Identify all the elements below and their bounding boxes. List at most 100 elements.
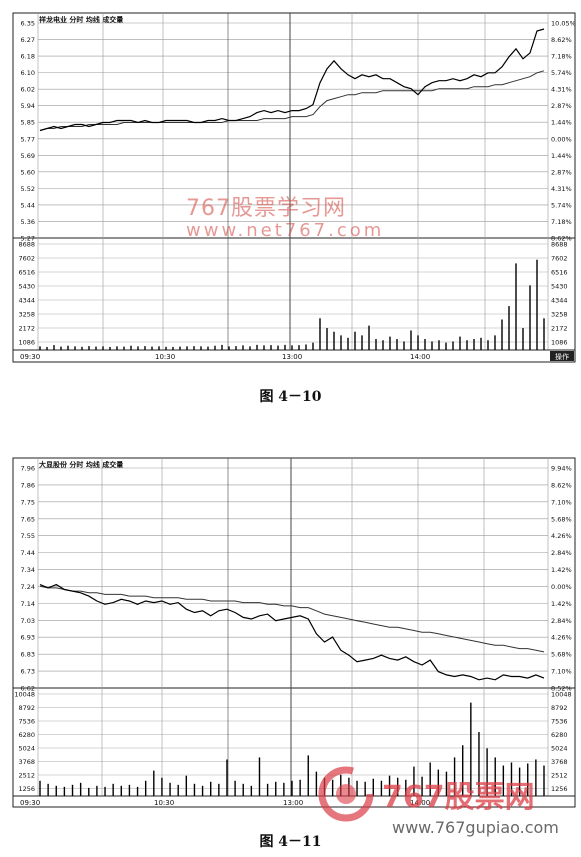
time-tick-label: 13:00 [283, 799, 303, 807]
volume-tick-label-right: 3768 [551, 758, 568, 766]
time-tick-label: 10:30 [154, 799, 174, 807]
volume-tick-label-right: 5430 [551, 283, 568, 291]
pct-tick-label: 0.00% [551, 135, 572, 143]
pct-tick-label: 5.68% [551, 515, 572, 523]
time-tick-label: 09:30 [20, 353, 40, 361]
volume-tick-label-right: 8688 [551, 241, 568, 249]
pct-tick-label: 4.26% [551, 634, 572, 642]
watermark-logo-icon [318, 766, 374, 822]
price-tick-label: 7.75 [21, 498, 35, 506]
volume-tick-label-right: 7602 [551, 255, 568, 263]
volume-tick-label: 8688 [18, 241, 35, 249]
volume-tick-label-right: 1086 [551, 339, 568, 347]
time-tick-label: 10:30 [155, 353, 175, 361]
volume-tick-label-right: 3258 [551, 311, 568, 319]
volume-tick-label-right: 5024 [551, 745, 568, 753]
volume-tick-label-right: 6516 [551, 269, 568, 277]
chart-2: 大显股份 分时 均线 成交量 7.96 9.94% 7.86 8.62% 7.75 7.10… [12, 457, 576, 808]
pct-tick-label: 7.10% [551, 498, 572, 506]
chart-header-label: 大显股份 分时 均线 成交量 [39, 460, 123, 469]
corner-button-label: 操作 [555, 352, 569, 361]
watermark-site-url: www.767gupiao.com [392, 818, 559, 837]
pct-tick-label: 5.74% [551, 69, 572, 77]
pct-tick-label: 2.87% [551, 102, 572, 110]
volume-tick-label: 8792 [18, 704, 35, 712]
pct-tick-label: 8.62% [551, 36, 572, 44]
volume-tick-label: 10048 [14, 691, 35, 699]
average-price-line [39, 70, 545, 131]
pct-tick-label: 1.42% [551, 600, 572, 608]
watermark-text: 767股票学习网 [186, 196, 346, 221]
price-tick-label: 5.44 [21, 201, 35, 209]
price-tick-label: 7.03 [21, 617, 35, 625]
volume-tick-label: 3258 [18, 311, 35, 319]
price-tick-label: 7.86 [21, 481, 35, 489]
price-tick-label: 6.27 [21, 36, 35, 44]
price-tick-label: 7.24 [21, 583, 35, 591]
volume-tick-label-right: 4344 [551, 297, 568, 305]
chart-frame [12, 12, 576, 363]
price-tick-label: 5.94 [21, 102, 35, 110]
price-tick-label: 5.36 [21, 218, 35, 226]
volume-tick-label-right: 6280 [551, 731, 568, 739]
pct-tick-label: 5.68% [551, 651, 572, 659]
pct-tick-label: 7.18% [551, 218, 572, 226]
pct-tick-label: 2.84% [551, 617, 572, 625]
price-tick-label: 6.18 [21, 53, 35, 61]
price-line [39, 583, 545, 681]
pct-tick-label: 10.05% [551, 20, 576, 28]
price-tick-label: 5.69 [21, 152, 35, 160]
price-tick-label: 6.93 [21, 634, 35, 642]
volume-tick-label-right: 10048 [551, 691, 572, 699]
price-tick-label: 7.34 [21, 566, 35, 574]
price-tick-label: 6.02 [21, 86, 35, 94]
price-tick-label: 7.55 [21, 532, 35, 540]
price-tick-label: 5.85 [21, 119, 35, 127]
chart-header-label: 祥龙电业 分时 均线 成交量 [39, 15, 123, 24]
volume-tick-label: 1256 [18, 785, 35, 793]
volume-tick-label-right: 2512 [551, 772, 568, 780]
time-tick-label: 14:00 [410, 799, 430, 807]
pct-tick-label: 0.00% [551, 583, 572, 591]
pct-tick-label: 7.18% [551, 53, 572, 61]
volume-tick-label: 2512 [18, 772, 35, 780]
pct-tick-label: 1.42% [551, 566, 572, 574]
price-tick-label: 7.96 [21, 465, 35, 473]
average-price-line [39, 585, 545, 653]
pct-tick-label: 4.26% [551, 532, 572, 540]
pct-tick-label: 1.44% [551, 119, 572, 127]
pct-tick-label: 8.62% [551, 481, 572, 489]
volume-tick-label: 5024 [18, 745, 35, 753]
volume-tick-label-right: 7536 [551, 718, 568, 726]
price-tick-label: 6.10 [21, 69, 35, 77]
price-tick-label: 6.73 [21, 668, 35, 676]
pct-tick-label: 2.84% [551, 549, 572, 557]
volume-tick-label-right: 8792 [551, 704, 568, 712]
volume-tick-label: 6280 [18, 731, 35, 739]
volume-tick-label-right: 2172 [551, 325, 568, 333]
price-tick-label: 6.35 [21, 20, 35, 28]
price-tick-label: 5.52 [21, 185, 35, 193]
price-tick-label: 5.77 [21, 135, 35, 143]
volume-tick-label: 5430 [18, 283, 35, 291]
time-tick-label: 13:00 [282, 353, 302, 361]
corner-button [550, 351, 574, 361]
pct-tick-label: 5.74% [551, 201, 572, 209]
price-tick-label: 7.65 [21, 515, 35, 523]
pct-tick-label: 7.10% [551, 668, 572, 676]
price-tick-label: 7.44 [21, 549, 35, 557]
volume-tick-label: 4344 [18, 297, 35, 305]
volume-tick-label: 7602 [18, 255, 35, 263]
price-line [39, 28, 545, 132]
price-tick-label: 6.83 [21, 651, 35, 659]
volume-tick-label: 1086 [18, 339, 35, 347]
pct-tick-label: 4.31% [551, 86, 572, 94]
volume-tick-label: 3768 [18, 758, 35, 766]
time-tick-label: 09:30 [20, 799, 40, 807]
volume-tick-label: 6516 [18, 269, 35, 277]
watermark-brand: 767股票网 [382, 780, 535, 815]
volume-tick-label: 2172 [18, 325, 35, 333]
time-tick-label: 14:00 [410, 353, 430, 361]
price-tick-label: 7.14 [21, 600, 35, 608]
